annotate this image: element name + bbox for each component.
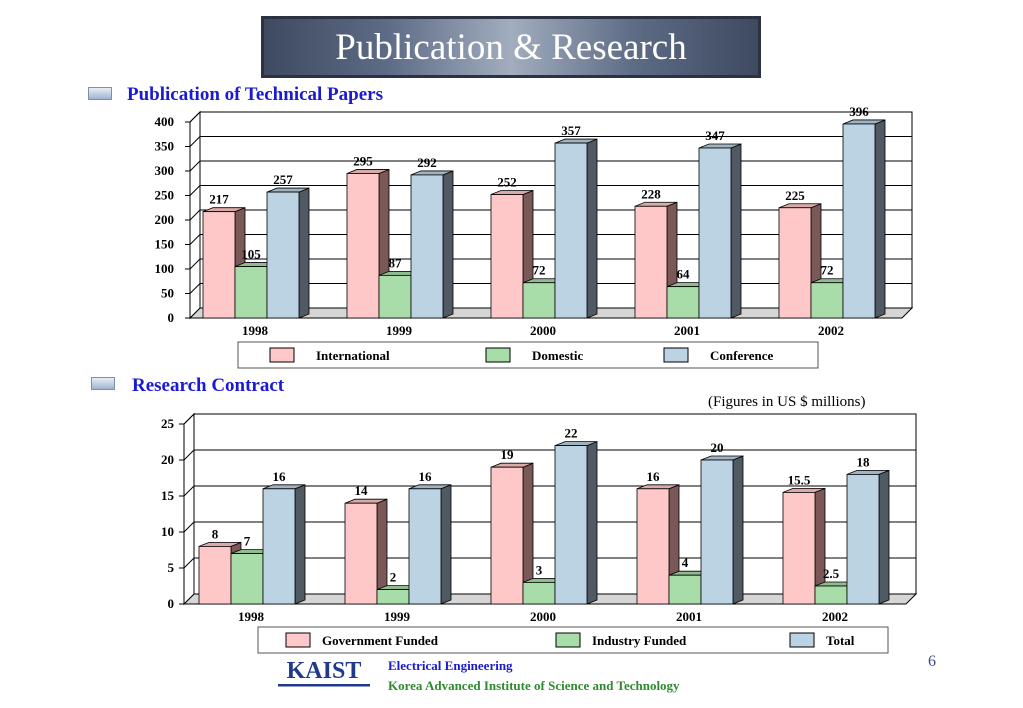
- department-name: Electrical Engineering: [388, 658, 513, 673]
- x-tick-label: 2002: [818, 323, 844, 338]
- y-tick-label: 300: [155, 163, 175, 178]
- data-label: 87: [389, 255, 403, 270]
- gridline: [189, 136, 201, 147]
- legend-label: International: [316, 348, 390, 363]
- research-heading: Research Contract: [132, 375, 285, 396]
- data-label: 396: [849, 104, 869, 119]
- gridline: [189, 111, 201, 123]
- bar: [842, 123, 876, 319]
- y-tick-label: 200: [155, 212, 175, 227]
- bar-side: [730, 143, 742, 319]
- data-label: 72: [533, 263, 546, 278]
- bar: [410, 174, 444, 319]
- bar: [634, 205, 668, 319]
- data-label: 72: [821, 263, 834, 278]
- bar: [666, 286, 700, 319]
- legend-swatch: [663, 347, 689, 363]
- data-label: 252: [497, 175, 517, 190]
- y-tick-label: 400: [155, 114, 175, 129]
- data-label: 64: [677, 267, 691, 282]
- bar: [810, 282, 844, 319]
- bar-side: [874, 119, 886, 319]
- bar: [490, 194, 524, 319]
- x-tick-label: 2001: [674, 323, 700, 338]
- page-title: Publication & Research: [335, 26, 687, 68]
- y-tick-label: 0: [168, 310, 175, 325]
- bar: [266, 191, 300, 319]
- kaist-logo: KAIST: [278, 658, 370, 687]
- bar-side: [442, 170, 454, 319]
- bullet-icon: [88, 87, 112, 100]
- data-label: 357: [561, 123, 581, 138]
- legend-swatch: [485, 347, 511, 363]
- bullet-icon: [91, 377, 115, 390]
- bar: [778, 207, 812, 319]
- x-tick-label: 1999: [386, 323, 413, 338]
- gridline: [189, 283, 201, 294]
- y-tick-label: 350: [155, 139, 175, 154]
- gridline: [189, 258, 201, 270]
- bar: [522, 282, 556, 319]
- gridline: [189, 209, 201, 221]
- bar: [698, 147, 732, 319]
- data-label: 347: [705, 128, 725, 143]
- y-tick-label: 100: [155, 261, 175, 276]
- bar: [202, 211, 236, 319]
- y-tick-label: 50: [161, 286, 174, 301]
- x-tick-label: 1998: [242, 323, 269, 338]
- x-tick-label: 2000: [530, 323, 556, 338]
- data-label: 225: [785, 188, 805, 203]
- data-label: 105: [241, 247, 261, 262]
- publication-heading: Publication of Technical Papers: [127, 84, 383, 105]
- bar: [346, 173, 380, 319]
- legend-label: Domestic: [532, 348, 583, 363]
- gridline: [189, 185, 201, 196]
- data-label: 292: [417, 155, 437, 170]
- y-tick-label: 250: [155, 188, 175, 203]
- y-tick-label: 150: [155, 237, 175, 252]
- page-number: 6: [928, 653, 936, 670]
- bar: [554, 142, 588, 319]
- legend-box: [237, 341, 819, 369]
- gridline: [189, 160, 201, 172]
- title-banner: Publication & Research: [261, 16, 761, 78]
- bar: [234, 266, 268, 319]
- institute-name: Korea Advanced Institute of Science and …: [388, 678, 680, 693]
- data-label: 217: [209, 192, 229, 207]
- gridline: [189, 234, 201, 245]
- logo-text: KAIST: [287, 658, 362, 684]
- units-note: (Figures in US $ millions): [708, 394, 866, 410]
- data-label: 257: [273, 172, 293, 187]
- legend-swatch: [269, 347, 295, 363]
- data-label: 228: [641, 186, 661, 201]
- bar-side: [586, 138, 598, 319]
- legend-label: Conference: [710, 348, 774, 363]
- bar: [378, 274, 412, 319]
- data-label: 295: [353, 153, 373, 168]
- bar-side: [298, 187, 310, 319]
